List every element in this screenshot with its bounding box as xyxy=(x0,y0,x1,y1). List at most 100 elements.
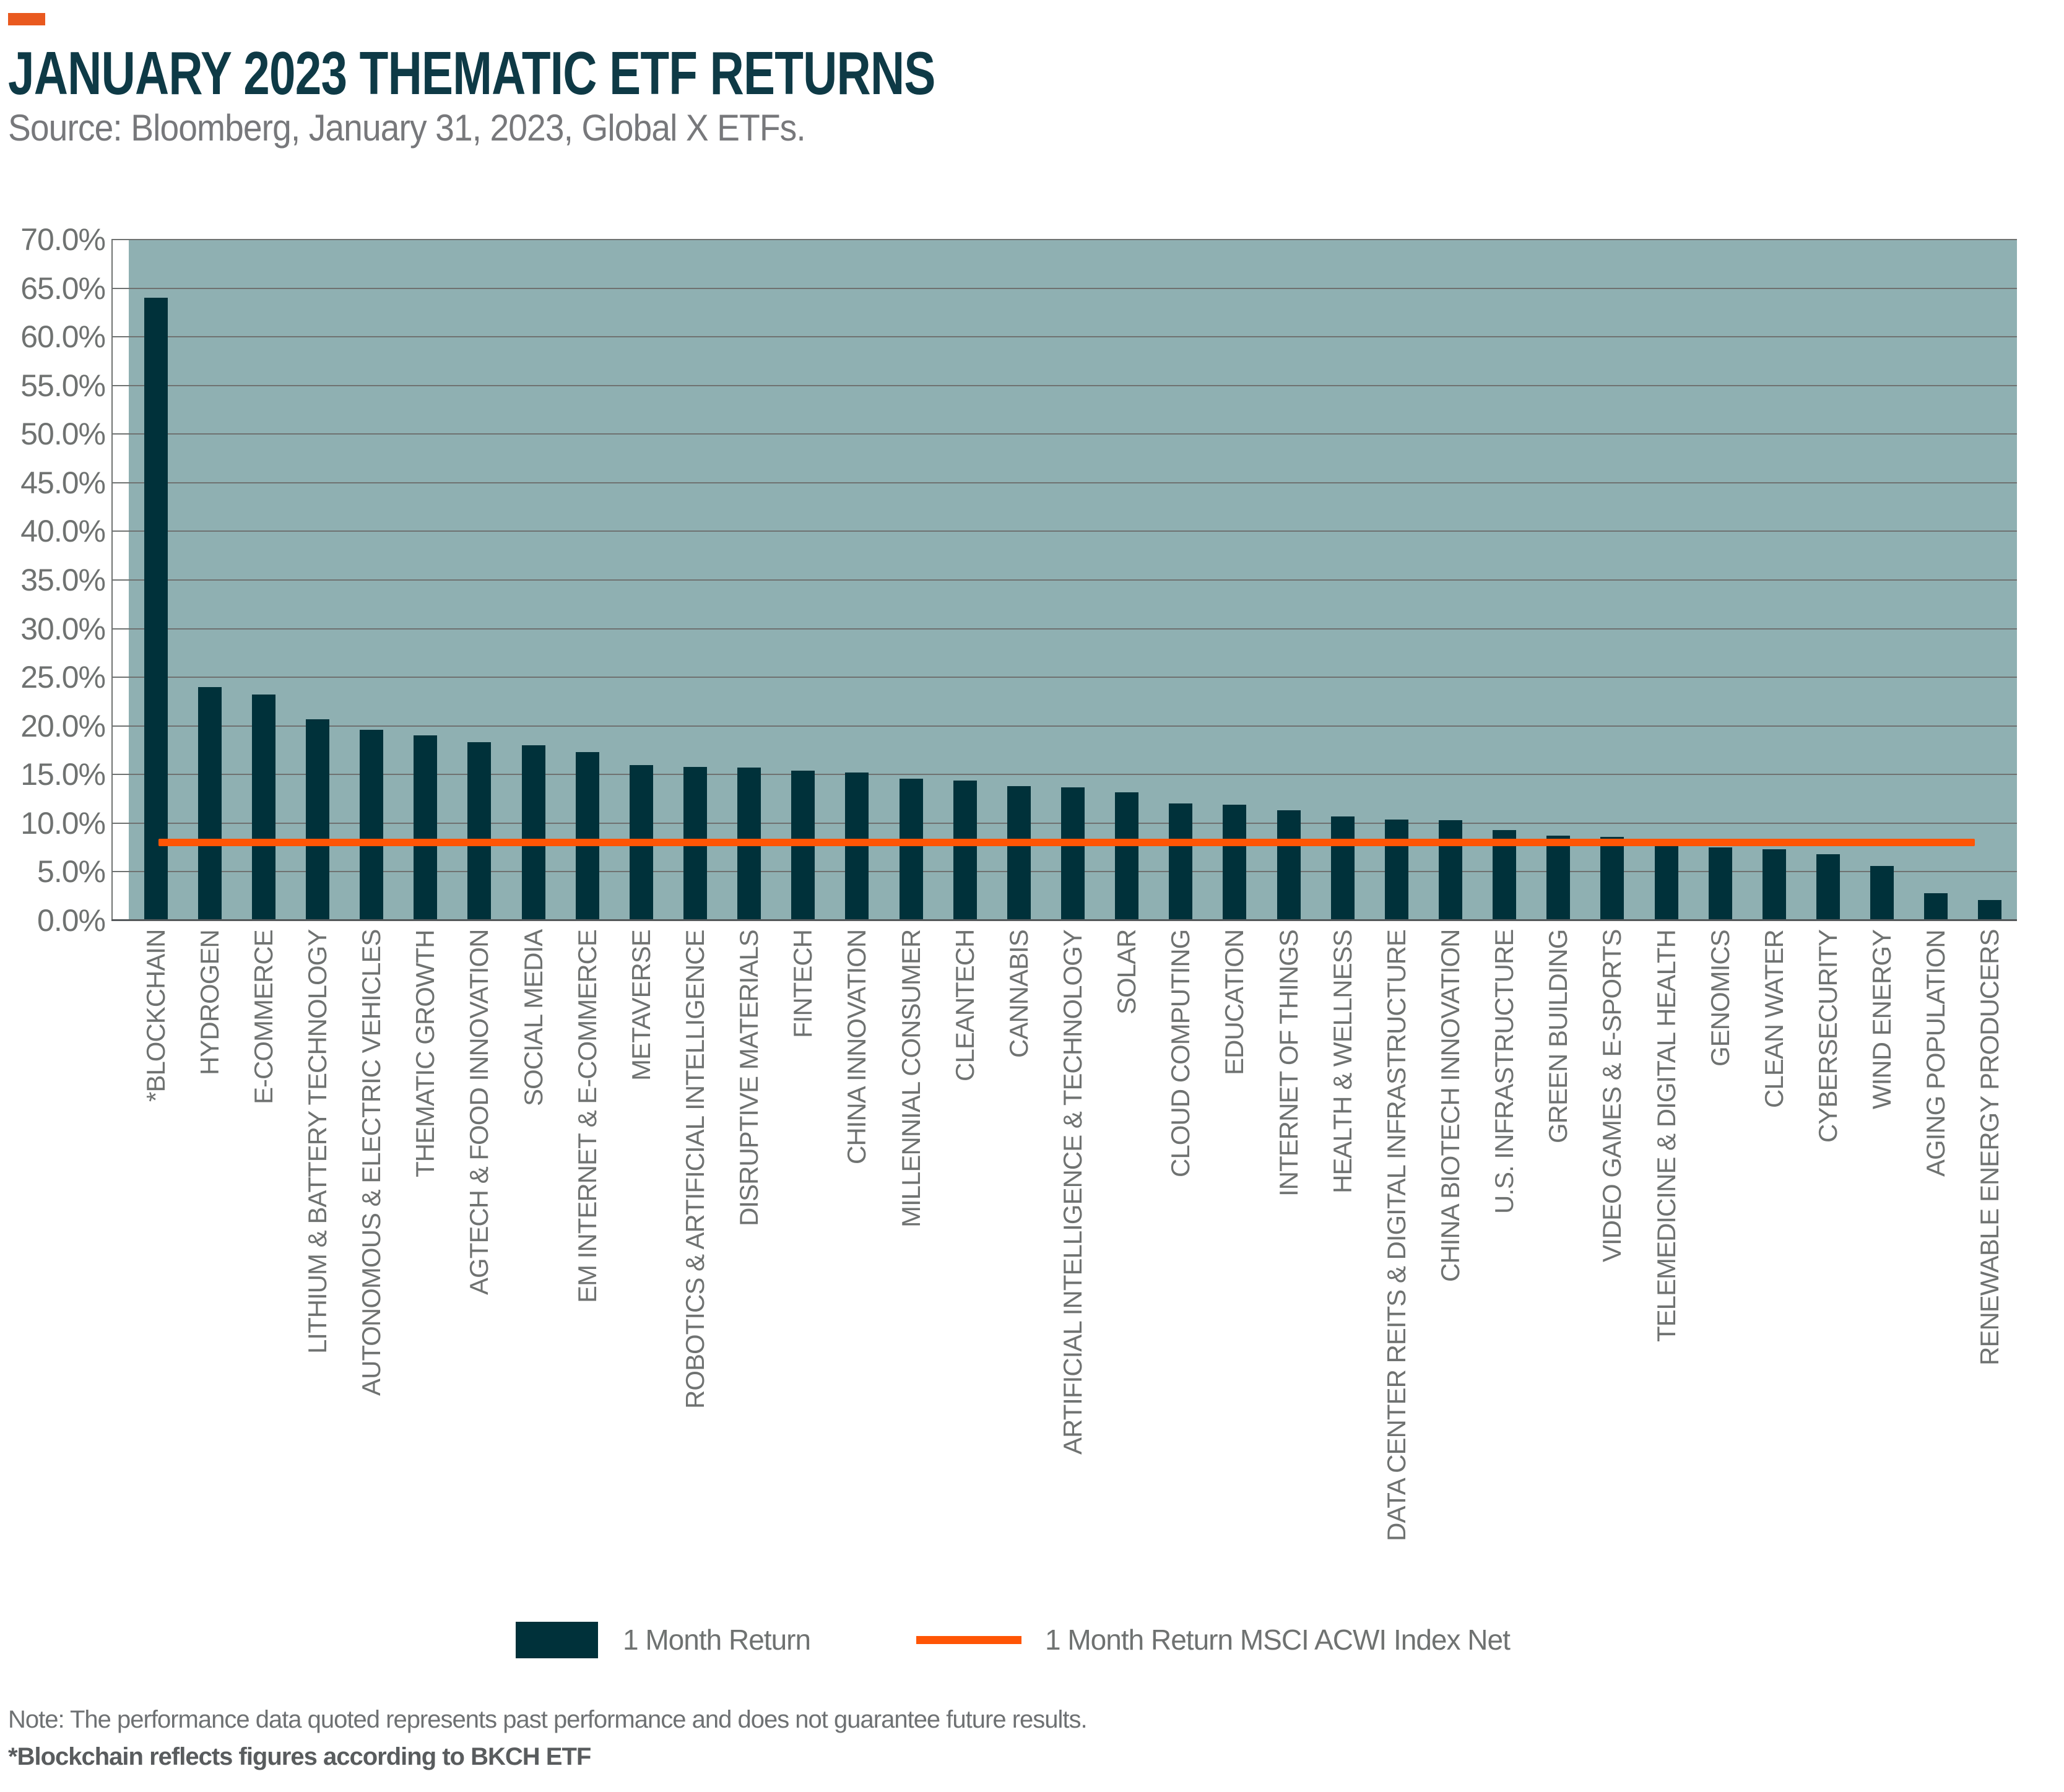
x-axis-labels: *BLOCKCHAIN HYDROGEN E-COMMERCE LITHIUM & B… xyxy=(129,930,2017,1580)
x-axis-category-label: FINTECH xyxy=(788,930,818,1038)
x-axis-category-label: AGING POPULATION xyxy=(1921,930,1951,1177)
bar xyxy=(845,773,869,920)
bar xyxy=(197,686,222,920)
x-axis-category-label: TELEMEDICINE & DIGITAL HEALTH xyxy=(1651,930,1681,1342)
legend-bar-swatch xyxy=(516,1622,598,1658)
source-line: Source: Bloomberg, January 31, 2023, Glo… xyxy=(8,107,806,149)
bar xyxy=(414,735,438,920)
bar xyxy=(1870,866,1894,920)
bar xyxy=(1169,803,1193,920)
gridline xyxy=(111,384,2017,386)
bar xyxy=(521,745,545,920)
x-axis-category-label: DATA CENTER REITS & DIGITAL INFRASTRUCTU… xyxy=(1381,930,1411,1541)
x-axis-category-label: SOCIAL MEDIA xyxy=(518,930,548,1107)
gridline xyxy=(111,579,2017,581)
bar xyxy=(1978,900,2002,920)
footnote-performance: Note: The performance data quoted repres… xyxy=(8,1706,1088,1733)
x-axis-category-label: MILLENNIAL CONSUMER xyxy=(896,930,926,1228)
gridline xyxy=(111,774,2017,776)
x-axis-category-label: CANNABIS xyxy=(1004,930,1033,1058)
bar xyxy=(1816,854,1840,920)
y-axis-tick-label: 40.0% xyxy=(20,514,106,549)
x-axis-category-label: CLEAN WATER xyxy=(1759,930,1789,1108)
y-axis-tick-label: 10.0% xyxy=(20,805,106,841)
x-axis-category-label: INTERNET OF THINGS xyxy=(1273,930,1303,1197)
y-axis-tick-label: 25.0% xyxy=(20,660,106,695)
x-axis-category-label: EM INTERNET & E-COMMERCE xyxy=(572,930,602,1303)
bar xyxy=(1384,819,1408,920)
y-axis-tick-label: 70.0% xyxy=(20,222,106,257)
x-axis-category-label: EDUCATION xyxy=(1220,930,1249,1076)
gridline xyxy=(111,530,2017,532)
bar xyxy=(1330,816,1355,920)
bar xyxy=(1115,792,1139,920)
gridline xyxy=(111,628,2017,630)
gridline xyxy=(111,677,2017,678)
bar xyxy=(953,780,977,920)
y-axis-tick-label: 5.0% xyxy=(37,854,106,890)
gridline xyxy=(111,725,2017,727)
y-axis-tick-label: 15.0% xyxy=(20,757,106,792)
legend-bar-label: 1 Month Return xyxy=(623,1624,811,1656)
bar xyxy=(1600,836,1624,920)
x-axis-category-label: METAVERSE xyxy=(626,930,656,1081)
y-axis-tick-label: 30.0% xyxy=(20,611,106,646)
bar xyxy=(1654,844,1678,920)
y-axis-tick-label: 50.0% xyxy=(20,417,106,452)
x-axis-category-label: CHINA BIOTECH INNOVATION xyxy=(1436,930,1465,1283)
page-title: JANUARY 2023 THEMATIC ETF RETURNS xyxy=(8,39,935,107)
bar xyxy=(1061,787,1085,920)
y-axis-tick-label: 20.0% xyxy=(20,708,106,743)
bar xyxy=(1277,810,1301,920)
y-axis-tick-label: 35.0% xyxy=(20,563,106,597)
bar xyxy=(144,298,168,920)
x-axis-category-label: U.S. INFRASTRUCTURE xyxy=(1489,930,1519,1214)
bar xyxy=(306,719,329,920)
y-axis-tick-label: 60.0% xyxy=(20,319,106,355)
bar xyxy=(1223,805,1247,920)
bar xyxy=(1708,847,1732,920)
y-axis-tick-label: 0.0% xyxy=(37,903,106,938)
benchmark-line xyxy=(158,839,1975,847)
legend-line-label: 1 Month Return MSCI ACWI Index Net xyxy=(1045,1624,1511,1656)
bar xyxy=(360,730,384,920)
legend-line-swatch xyxy=(916,1636,1021,1644)
y-axis-tick-label: 55.0% xyxy=(20,368,106,403)
bar xyxy=(1924,893,1948,920)
bar xyxy=(899,778,923,920)
bar-chart-plot-area xyxy=(111,239,2017,921)
x-axis-category-label: WIND ENERGY xyxy=(1867,930,1897,1110)
y-axis-tick-label: 65.0% xyxy=(20,271,106,306)
x-axis-category-label: HYDROGEN xyxy=(194,930,224,1075)
bar xyxy=(467,742,492,920)
footnote-blockchain: *Blockchain reflects figures according t… xyxy=(8,1743,591,1770)
x-axis-category-label: AUTONOMOUS & ELECTRIC VEHICLES xyxy=(357,930,386,1396)
x-axis-category-label: E-COMMERCE xyxy=(248,930,278,1104)
x-axis-category-label: THEMATIC GROWTH xyxy=(410,930,440,1177)
x-axis-category-label: GENOMICS xyxy=(1705,930,1735,1067)
x-axis-category-label: RENEWABLE ENERGY PRODUCERS xyxy=(1975,930,2005,1366)
x-axis-category-label: ARTIFICIAL INTELLIGENCE & TECHNOLOGY xyxy=(1058,930,1087,1455)
x-axis-category-label: SOLAR xyxy=(1112,930,1142,1015)
x-axis-category-label: VIDEO GAMES & E-SPORTS xyxy=(1597,930,1627,1263)
bar xyxy=(1762,849,1786,920)
x-axis-category-label: HEALTH & WELLNESS xyxy=(1327,930,1357,1193)
x-axis-category-label: DISRUPTIVE MATERIALS xyxy=(734,930,764,1226)
bar xyxy=(251,695,275,920)
x-axis-category-label: CYBERSECURITY xyxy=(1813,930,1842,1143)
x-axis-category-label: CHINA INNOVATION xyxy=(842,930,872,1165)
x-axis-category-label: CLEANTECH xyxy=(950,930,979,1082)
gridline xyxy=(111,287,2017,289)
brand-accent-bar xyxy=(8,13,45,25)
x-axis-category-label: ROBOTICS & ARTIFICIAL INTELLIGENCE xyxy=(680,930,709,1409)
gridline xyxy=(111,239,2017,240)
x-axis-line xyxy=(111,919,2017,921)
bar xyxy=(1546,836,1571,920)
x-axis-category-label: GREEN BUILDING xyxy=(1543,930,1573,1144)
bar xyxy=(1007,786,1031,920)
x-axis-category-label: *BLOCKCHAIN xyxy=(141,930,170,1102)
y-axis-tick-label: 45.0% xyxy=(20,465,106,500)
bar xyxy=(575,752,599,920)
x-axis-category-label: CLOUD COMPUTING xyxy=(1166,930,1195,1178)
